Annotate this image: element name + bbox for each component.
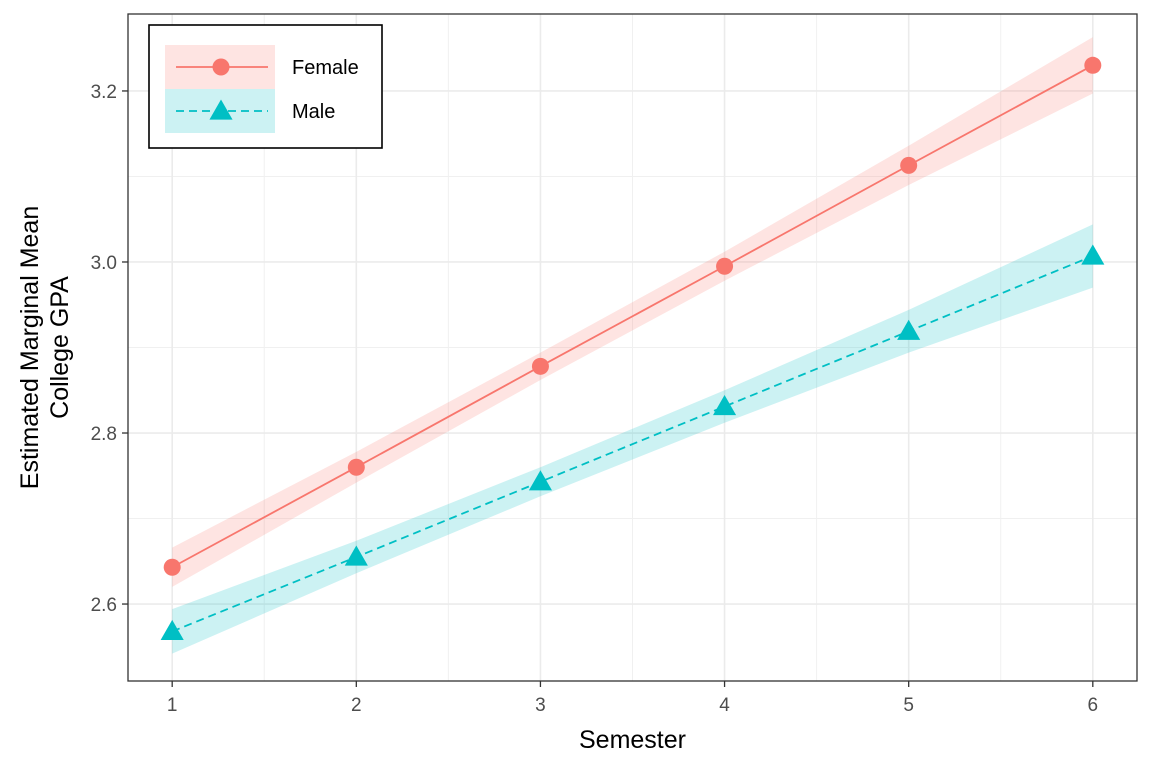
x-tick-label: 2: [351, 695, 362, 716]
data-point-male: [160, 619, 184, 640]
data-point-female: [347, 458, 365, 476]
series-line-male: [171, 255, 1094, 633]
data-point-female: [900, 156, 918, 174]
data-point-female: [531, 357, 549, 375]
y-tick-label: 3.0: [91, 253, 117, 274]
ribbon-female: [172, 37, 1093, 587]
x-tick-label: 5: [903, 695, 914, 716]
data-point-male: [713, 394, 737, 416]
axes: 1 2 3 4 5 6 2.6 2.8 3.0 3.2 Semester Estimated Marg…: [16, 82, 1098, 754]
legend-key-marker: [209, 99, 233, 120]
grid: [128, 14, 1137, 681]
confidence-ribbons: [172, 37, 1093, 654]
x-tick-label: 1: [167, 695, 178, 716]
series-lines: [171, 64, 1094, 633]
data-point-male: [897, 319, 921, 340]
legend-box: [148, 24, 383, 149]
data-point-female: [1084, 56, 1102, 74]
x-tick-label: 6: [1088, 695, 1099, 716]
plot-panel-border: [127, 13, 1138, 682]
series-markers: [160, 56, 1105, 640]
data-point-male: [1081, 244, 1105, 265]
legend-label-female: Female: [292, 57, 359, 79]
y-axis-title-line1: Estimated Marginal Mean: [16, 206, 44, 489]
x-tick-label: 4: [719, 695, 730, 716]
x-axis-title: Semester: [579, 726, 686, 754]
y-tick-label: 2.6: [91, 595, 117, 616]
data-point-female: [163, 558, 181, 576]
x-tick-label: 3: [535, 695, 546, 716]
legend-label-male: Male: [292, 101, 335, 123]
data-point-male: [528, 470, 552, 491]
y-tick-label: 3.2: [91, 82, 117, 103]
y-tick-label: 2.8: [91, 424, 117, 445]
data-point-female: [716, 257, 734, 275]
legend-key-marker: [212, 58, 230, 76]
y-axis-title-line2: College GPA: [46, 276, 74, 419]
series-line-female: [171, 64, 1094, 569]
ribbon-male: [172, 224, 1093, 654]
legend: Female Male: [148, 24, 383, 149]
data-point-male: [344, 545, 368, 566]
